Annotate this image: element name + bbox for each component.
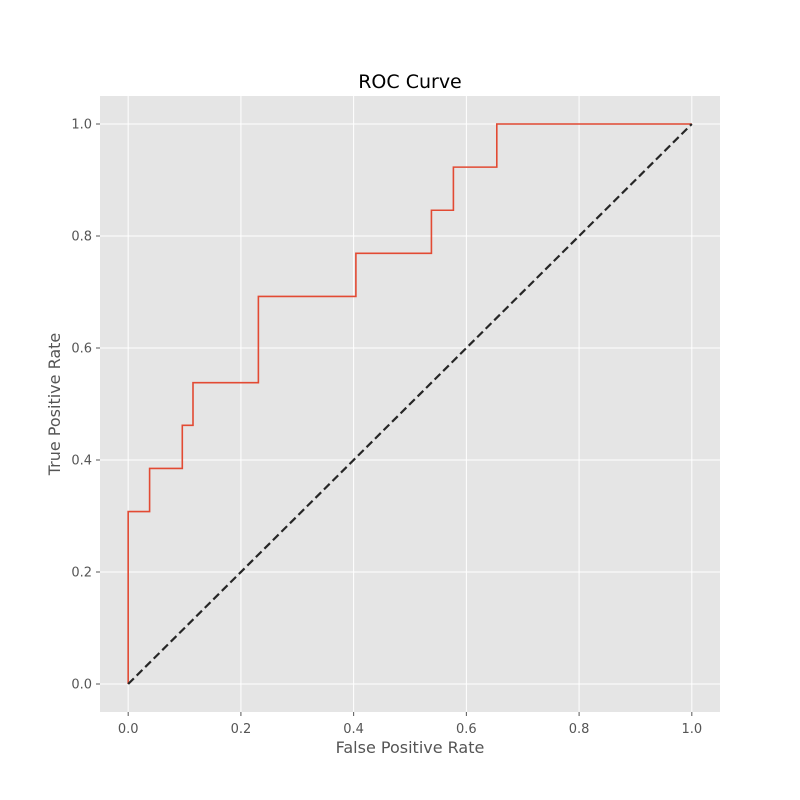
y-tick-label: 1.0 <box>71 118 92 133</box>
chart-title: ROC Curve <box>358 71 462 93</box>
y-tick-label: 0.8 <box>71 230 92 245</box>
x-axis-label: False Positive Rate <box>336 738 485 757</box>
x-tick-label: 0.0 <box>118 722 139 737</box>
y-tick-label: 0.0 <box>71 678 92 693</box>
axis-ticks: 0.0 0.2 0.4 0.6 0.8 1.0 0.0 0.2 0.4 0.6 0.8 1.0 <box>71 118 702 738</box>
x-tick-label: 1.0 <box>681 722 702 737</box>
x-tick-label: 0.2 <box>231 722 252 737</box>
x-tick-label: 0.8 <box>569 722 590 737</box>
y-tick-label: 0.2 <box>71 566 92 581</box>
x-tick-label: 0.6 <box>456 722 477 737</box>
random-chance-line <box>127 123 693 685</box>
y-tick-label: 0.6 <box>71 342 92 357</box>
y-axis-label: True Positive Rate <box>45 333 64 477</box>
roc-curve-line <box>127 123 692 684</box>
grid-lines <box>100 96 720 712</box>
x-tick-label: 0.4 <box>343 722 364 737</box>
series-lines <box>127 123 693 685</box>
y-tick-label: 0.4 <box>71 454 92 469</box>
